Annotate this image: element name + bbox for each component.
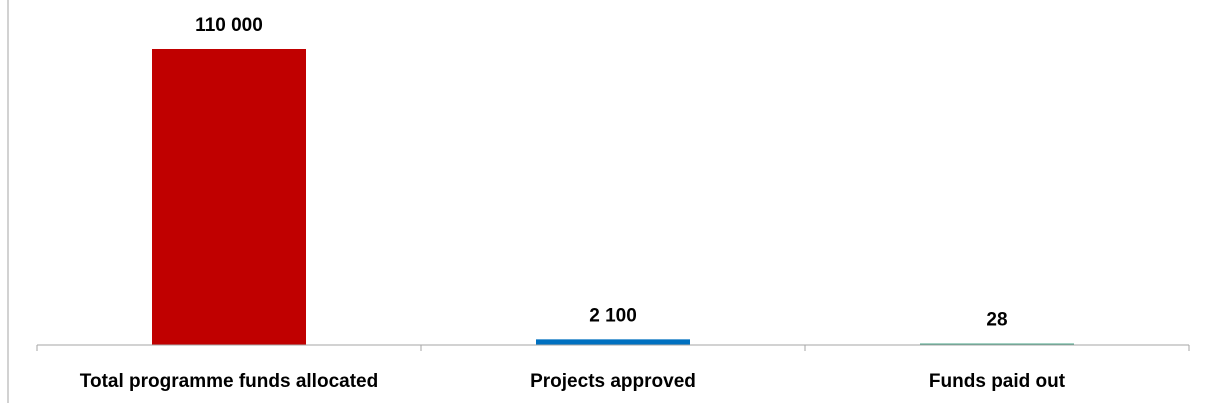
bar — [920, 343, 1074, 345]
category-label: Funds paid out — [929, 371, 1066, 392]
bar-value-label: 110 000 — [195, 15, 263, 36]
bar-value-label: 2 100 — [589, 305, 637, 326]
category-label: Total programme funds allocated — [80, 371, 378, 392]
bar-value-label: 28 — [986, 310, 1007, 331]
category-label: Projects approved — [530, 371, 696, 392]
bar — [152, 49, 306, 345]
plot-area: 110 000 Total programme funds allocated 2 … — [36, 15, 1190, 392]
bar — [536, 339, 690, 345]
